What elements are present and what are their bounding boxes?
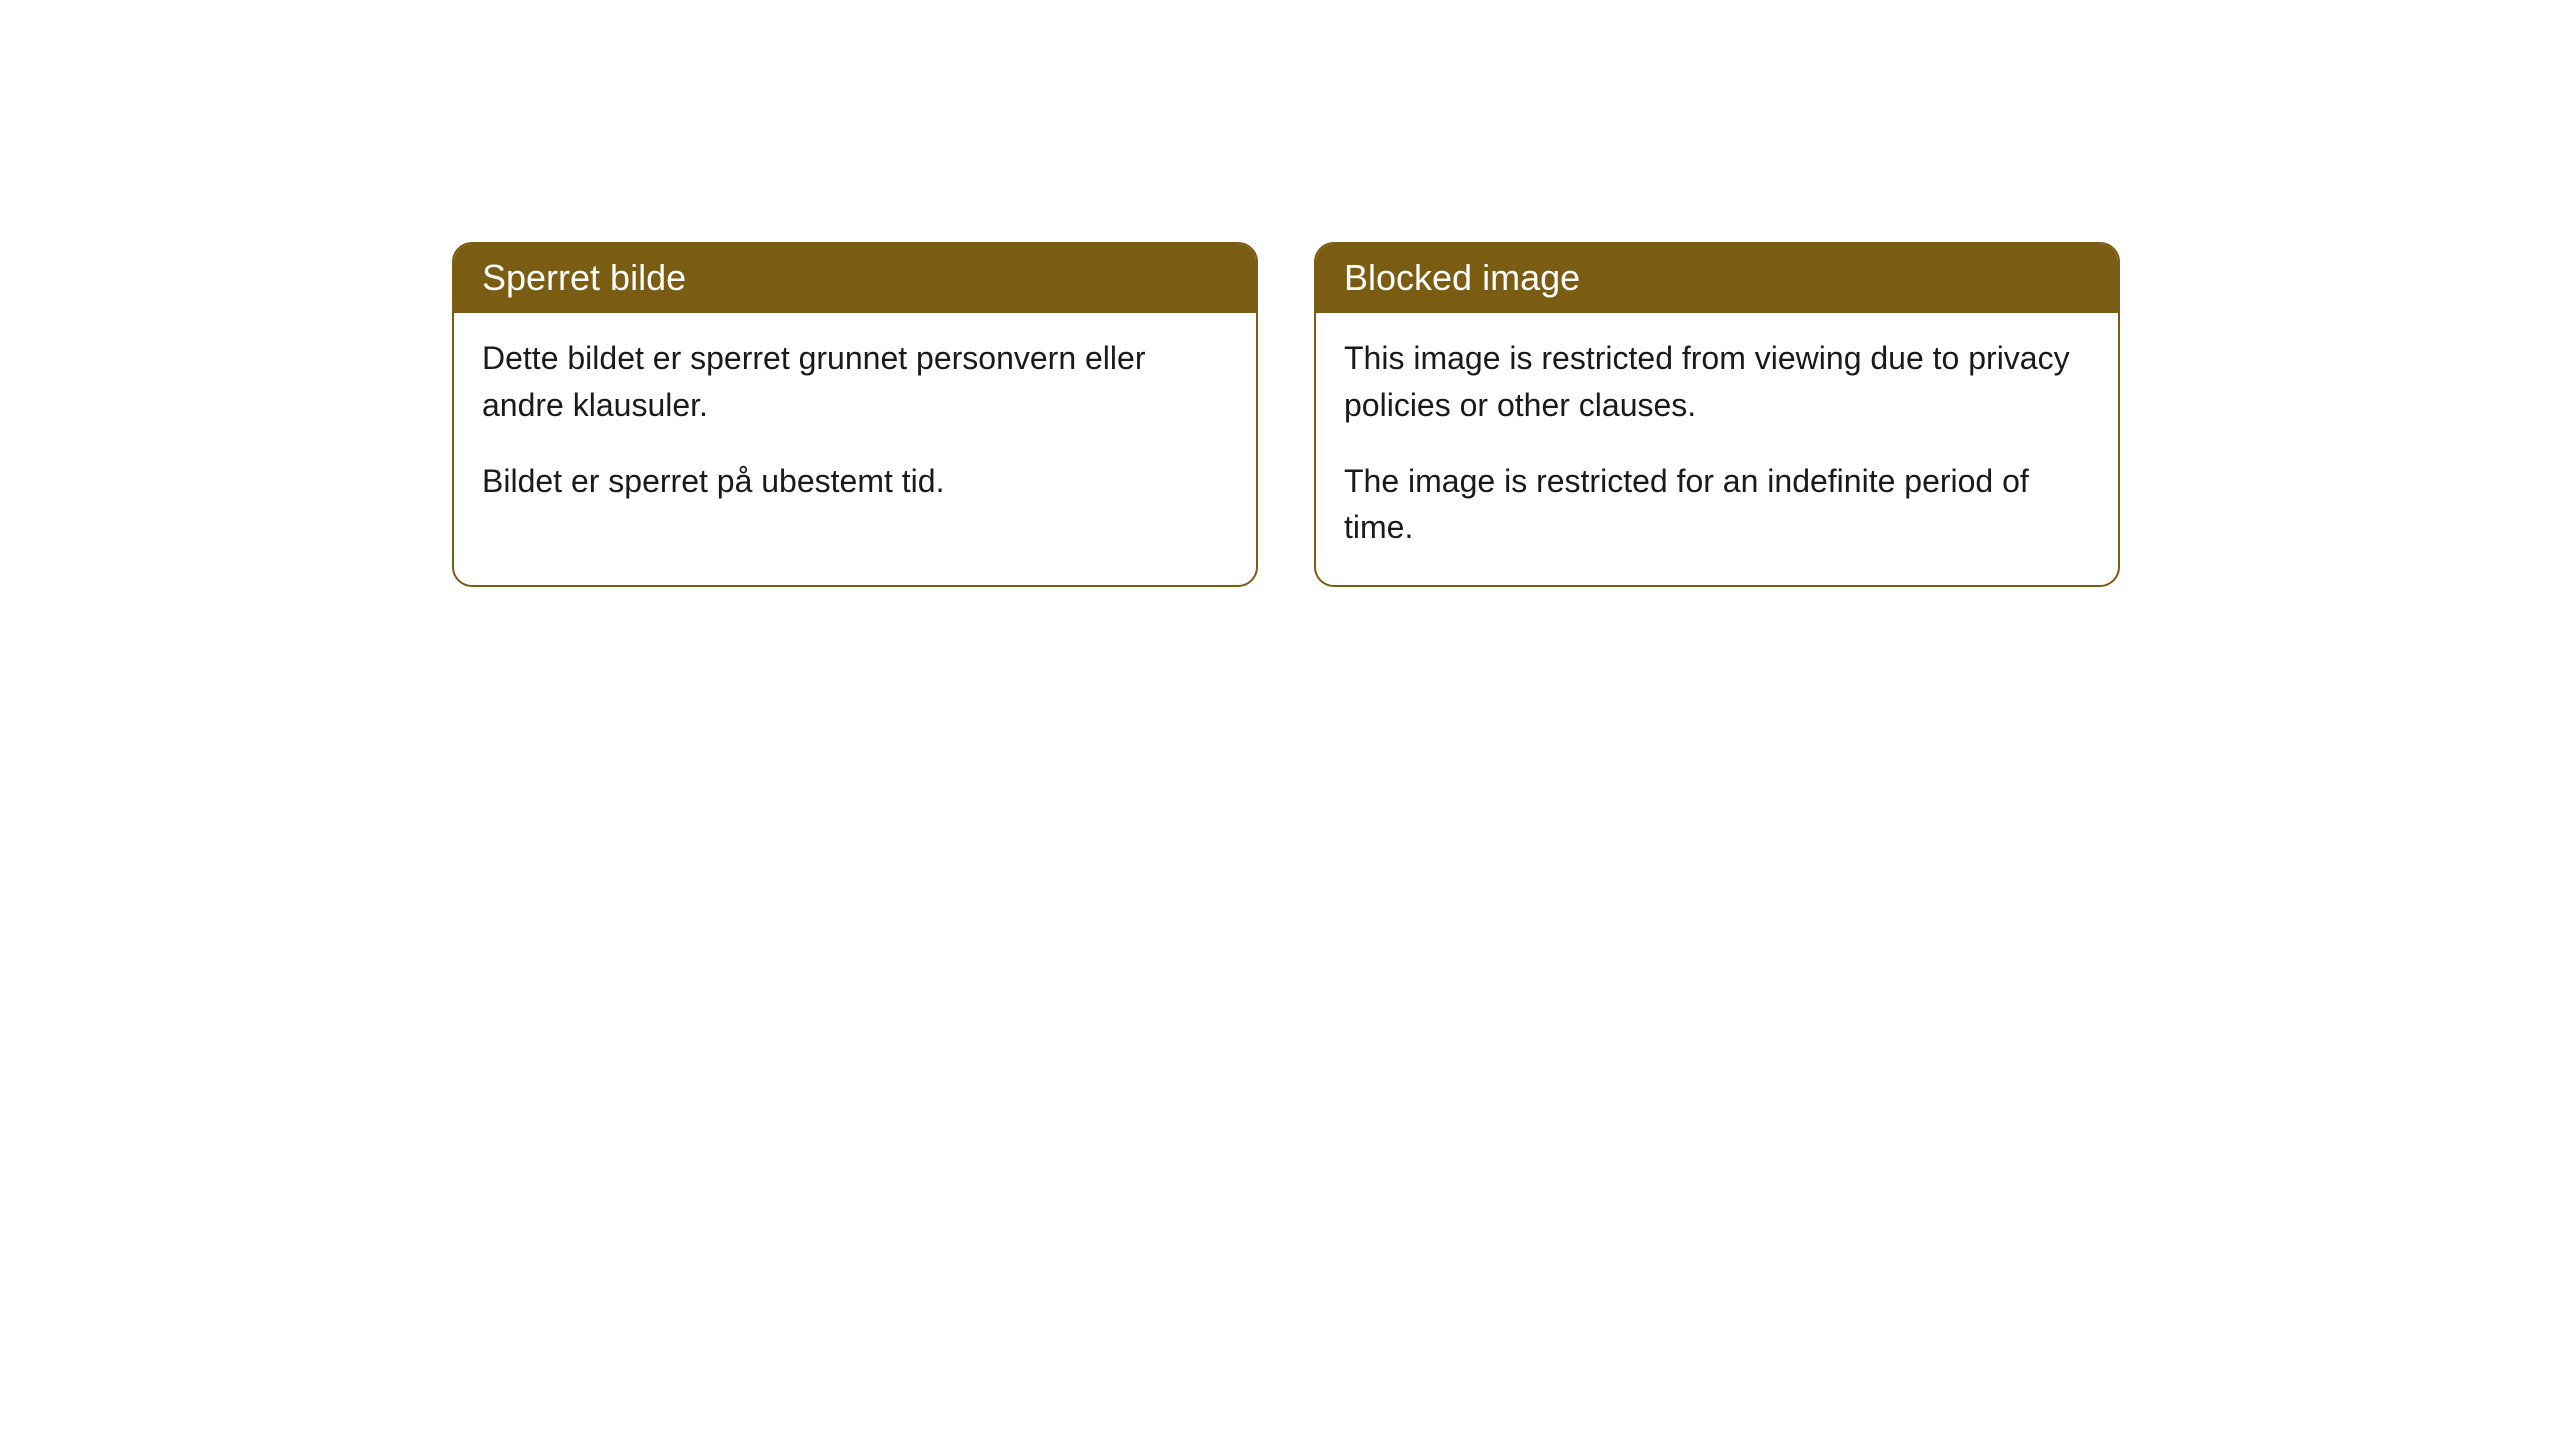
notice-card-norwegian: Sperret bilde Dette bildet er sperret gr… bbox=[452, 242, 1258, 587]
card-body: Dette bildet er sperret grunnet personve… bbox=[454, 313, 1256, 538]
card-paragraph: The image is restricted for an indefinit… bbox=[1344, 458, 2090, 551]
card-title: Sperret bilde bbox=[454, 244, 1256, 313]
card-paragraph: Bildet er sperret på ubestemt tid. bbox=[482, 458, 1228, 504]
card-body: This image is restricted from viewing du… bbox=[1316, 313, 2118, 585]
card-paragraph: This image is restricted from viewing du… bbox=[1344, 335, 2090, 428]
card-paragraph: Dette bildet er sperret grunnet personve… bbox=[482, 335, 1228, 428]
notice-cards-container: Sperret bilde Dette bildet er sperret gr… bbox=[452, 242, 2120, 587]
notice-card-english: Blocked image This image is restricted f… bbox=[1314, 242, 2120, 587]
card-title: Blocked image bbox=[1316, 244, 2118, 313]
